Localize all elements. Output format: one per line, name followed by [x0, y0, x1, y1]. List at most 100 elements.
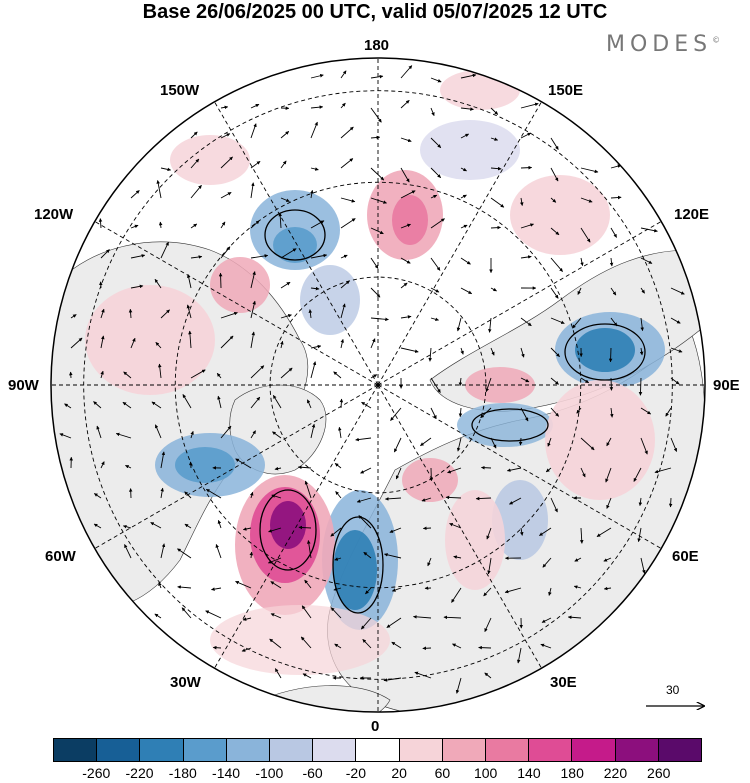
wind-vector: [545, 467, 552, 473]
wind-vector: [186, 304, 192, 319]
wind-vector: [384, 497, 402, 501]
wind-vector: [370, 135, 381, 140]
wind-vector: [484, 672, 492, 679]
wind-vector: [518, 437, 523, 446]
wind-vector: [160, 543, 166, 559]
wind-vector: [130, 190, 140, 199]
wind-vector: [217, 395, 222, 409]
wind-vector: [267, 557, 282, 564]
wind-vector: [310, 286, 320, 291]
wind-vector: [520, 255, 532, 259]
wind-vector: [580, 197, 593, 203]
colorbar-cell: [313, 739, 357, 761]
wind-vector: [567, 615, 582, 620]
wind-vector: [573, 585, 582, 589]
wind-vector: [190, 223, 198, 229]
wind-vector: [458, 377, 463, 387]
wind-vector: [70, 337, 83, 349]
wind-vector: [190, 255, 203, 259]
wind-vector: [268, 527, 282, 533]
wind-vector: [540, 643, 552, 649]
wind-vector: [123, 371, 132, 379]
wind-vector: [334, 463, 342, 469]
wind-vector: [608, 347, 613, 363]
wind-vector: [400, 347, 419, 353]
wind-vector: [154, 424, 162, 439]
wind-vector: [460, 73, 477, 79]
wind-vector: [580, 467, 586, 478]
wind-vector: [633, 467, 642, 482]
wind-vector: [250, 182, 255, 199]
wind-vector: [610, 164, 622, 169]
wind-vector: [215, 544, 222, 559]
wind-vector: [250, 254, 269, 259]
wind-vector: [155, 341, 162, 349]
wind-vector: [654, 467, 672, 474]
wind-vector: [124, 544, 132, 559]
wind-vector: [430, 107, 435, 117]
wind-vector: [307, 540, 312, 559]
wind-vector: [310, 253, 328, 259]
wind-vector: [297, 465, 312, 470]
wind-vector: [400, 223, 411, 229]
wind-vector: [490, 225, 501, 230]
wind-vector: [310, 121, 318, 139]
colorbar-tick-label: 220: [603, 765, 628, 781]
wind-vector: [298, 525, 312, 530]
wind-vector: [390, 407, 402, 421]
wind-vector: [280, 197, 290, 202]
wind-vector: [250, 491, 254, 499]
wind-vector: [100, 461, 105, 469]
colorbar-tick-label: -20: [345, 765, 366, 781]
brand-name: MODES: [606, 32, 713, 57]
wind-vector: [520, 102, 539, 109]
lon-label-90w: 90W: [8, 377, 39, 394]
colorbar: [53, 738, 702, 762]
wind-vector: [186, 274, 192, 289]
wind-vector: [271, 494, 282, 499]
wind-vector: [235, 580, 252, 589]
wind-vector: [270, 581, 282, 589]
wind-vector: [400, 65, 413, 79]
wind-vector: [430, 257, 441, 271]
wind-vector: [220, 133, 231, 139]
wind-vector: [395, 467, 402, 480]
wind-vector: [100, 335, 105, 349]
wind-vectors: [59, 65, 685, 694]
colorbar-tick-label: 260: [647, 765, 671, 781]
wind-vector: [220, 192, 232, 199]
wind-vector: [550, 257, 563, 272]
map-title: Base 26/06/2025 00 UTC, valid 05/07/2025…: [142, 1, 608, 23]
wind-vector: [212, 645, 222, 650]
wind-vector: [430, 167, 442, 179]
wind-vector: [458, 407, 463, 418]
wind-vector: [220, 311, 238, 319]
wind-vector: [550, 497, 558, 513]
vector-scale-value: 30: [666, 683, 680, 697]
wind-vector: [603, 557, 612, 562]
wind-vector: [122, 524, 132, 529]
wind-vector: [333, 587, 342, 591]
colorbar-cell: [183, 739, 227, 761]
wind-vector: [451, 587, 462, 603]
wind-vector: [340, 126, 354, 139]
colorbar-tick-label: -60: [302, 765, 323, 781]
wind-vector: [391, 641, 402, 649]
wind-vector: [449, 523, 462, 529]
wind-vector: [205, 488, 222, 499]
brand-mark: ©: [712, 35, 721, 45]
wind-vector: [443, 615, 462, 620]
wind-vector: [93, 523, 102, 529]
colorbar-tick-label: 140: [517, 765, 541, 781]
wind-vector: [280, 367, 293, 379]
wind-vector: [481, 465, 492, 470]
wind-vector: [310, 105, 324, 109]
wind-vector: [362, 638, 372, 649]
wind-vector: [115, 432, 132, 439]
wind-vector: [670, 287, 685, 295]
wind-vector: [301, 605, 312, 619]
wind-vector: [190, 158, 200, 169]
lon-label-150w: 150W: [160, 82, 200, 99]
wind-vector: [340, 303, 346, 319]
wind-vector: [490, 166, 502, 171]
